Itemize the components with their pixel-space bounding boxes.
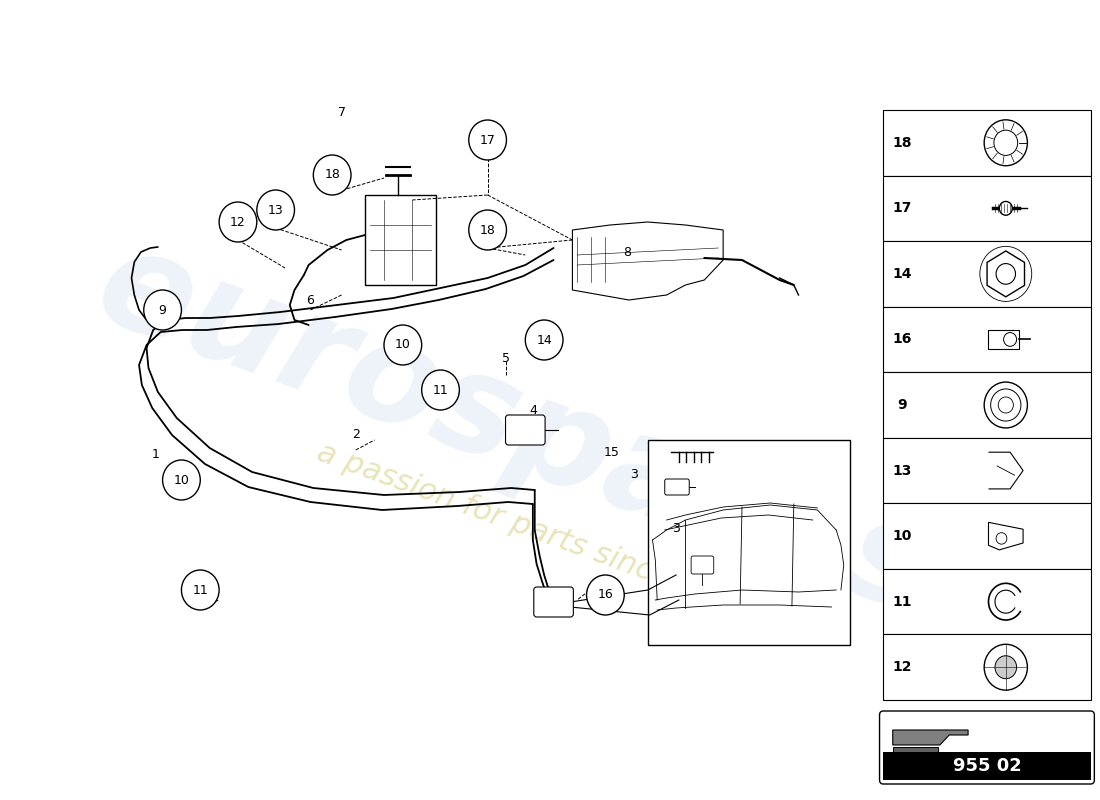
FancyBboxPatch shape [883,372,1090,438]
Circle shape [182,570,219,610]
Circle shape [256,190,295,230]
Text: 15: 15 [604,446,620,459]
FancyBboxPatch shape [365,195,436,285]
Circle shape [991,389,1021,421]
Text: 955 02: 955 02 [953,757,1021,775]
FancyBboxPatch shape [883,569,1090,634]
Text: 17: 17 [480,134,496,146]
Text: 14: 14 [892,267,912,281]
FancyBboxPatch shape [534,587,573,617]
Text: 17: 17 [892,202,912,215]
Polygon shape [989,330,1019,349]
Text: 12: 12 [230,215,245,229]
FancyBboxPatch shape [883,175,1090,241]
Circle shape [384,325,421,365]
Text: 3: 3 [629,469,638,482]
Text: 2: 2 [352,429,360,442]
Text: 14: 14 [537,334,552,346]
Circle shape [997,533,1006,544]
FancyBboxPatch shape [506,415,546,445]
FancyBboxPatch shape [883,241,1090,306]
Circle shape [219,202,256,242]
Text: 1: 1 [152,449,160,462]
Text: 16: 16 [597,589,614,602]
Text: 9: 9 [158,303,166,317]
Circle shape [421,370,460,410]
FancyBboxPatch shape [883,503,1090,569]
FancyBboxPatch shape [880,711,1094,784]
FancyBboxPatch shape [664,479,690,495]
FancyBboxPatch shape [883,438,1090,503]
Text: 16: 16 [892,333,912,346]
Text: 18: 18 [324,169,340,182]
Circle shape [314,155,351,195]
FancyBboxPatch shape [883,752,1090,780]
Text: 12: 12 [892,660,912,674]
Text: 18: 18 [892,136,912,150]
Text: 11: 11 [432,383,449,397]
Text: 11: 11 [892,594,912,609]
Text: eurospares: eurospares [80,217,952,643]
Polygon shape [989,522,1023,550]
Polygon shape [893,747,938,755]
Circle shape [994,130,1018,155]
Text: a passion for parts since 1985: a passion for parts since 1985 [314,438,757,622]
Text: 8: 8 [623,246,631,259]
Text: 7: 7 [338,106,345,119]
FancyBboxPatch shape [691,556,714,574]
Circle shape [469,210,506,250]
Circle shape [997,263,1015,284]
Circle shape [984,644,1027,690]
Circle shape [996,656,1016,678]
FancyBboxPatch shape [883,634,1090,700]
Text: 13: 13 [892,463,912,478]
Text: 18: 18 [480,223,496,237]
Text: 4: 4 [529,403,537,417]
Text: 3: 3 [672,522,680,534]
Circle shape [469,120,506,160]
Text: 10: 10 [174,474,189,486]
Text: 11: 11 [192,583,208,597]
Circle shape [998,397,1013,413]
Text: 10: 10 [395,338,410,351]
Text: 13: 13 [267,203,284,217]
Text: 6: 6 [307,294,315,306]
Circle shape [984,382,1027,428]
Text: 10: 10 [892,529,912,543]
FancyBboxPatch shape [883,110,1090,175]
Circle shape [980,246,1032,302]
FancyBboxPatch shape [648,440,850,645]
Polygon shape [987,251,1024,297]
Polygon shape [893,730,968,745]
Circle shape [999,202,1012,215]
Circle shape [163,460,200,500]
Circle shape [144,290,182,330]
Polygon shape [572,222,723,300]
Text: 9: 9 [898,398,907,412]
Circle shape [984,120,1027,166]
Text: 5: 5 [503,351,510,365]
Circle shape [1003,333,1016,346]
Circle shape [586,575,624,615]
FancyBboxPatch shape [883,306,1090,372]
Circle shape [526,320,563,360]
